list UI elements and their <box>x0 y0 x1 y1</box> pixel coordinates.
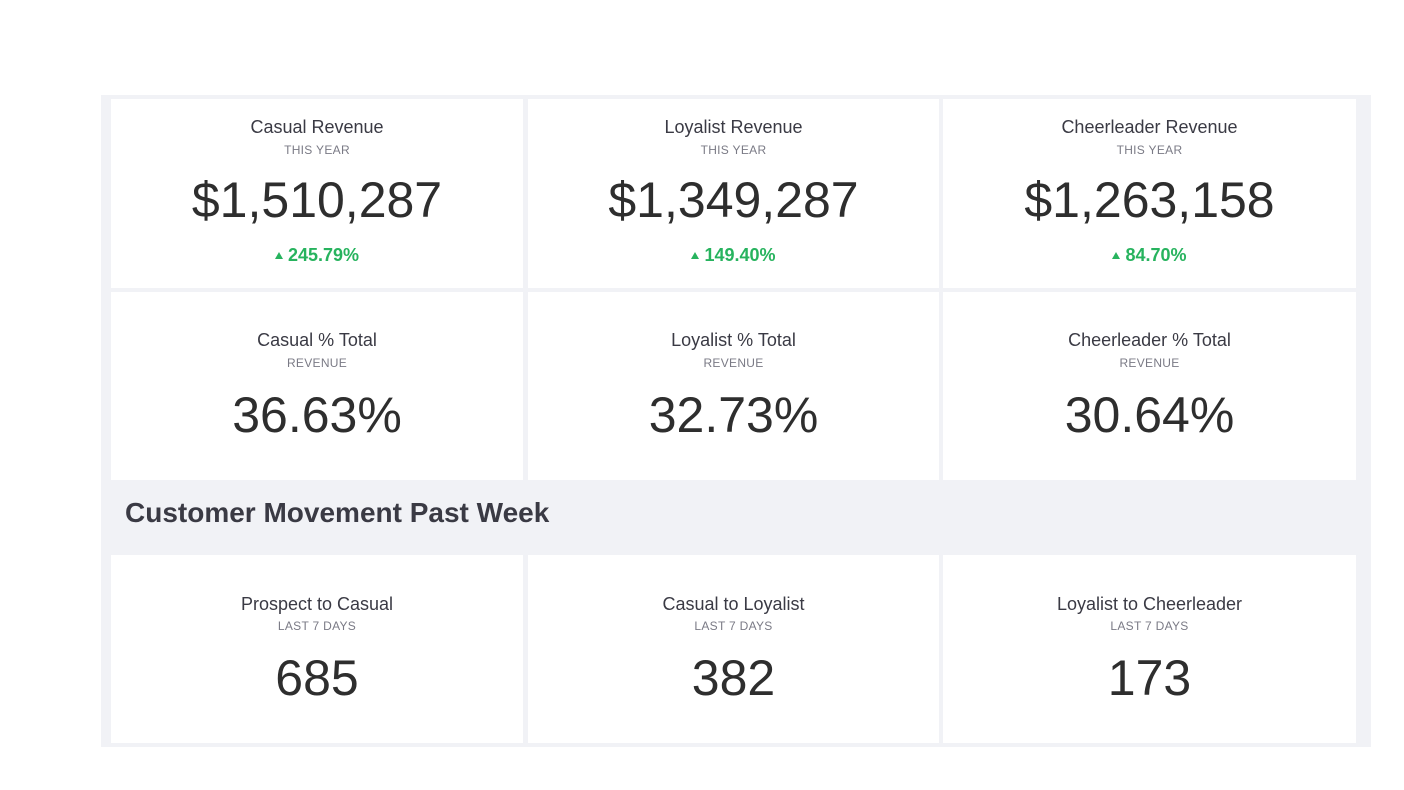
tile-title: Cheerleader % Total <box>1068 330 1231 350</box>
tile-change: 84.70% <box>943 245 1356 266</box>
tile-subtitle: THIS YEAR <box>1116 143 1183 157</box>
tile-title: Casual % Total <box>257 330 377 350</box>
change-value: 245.79% <box>287 245 360 265</box>
arrow-up-icon <box>274 252 283 259</box>
casual-share-tile[interactable]: Casual % Total REVENUE 36.63% <box>111 292 523 480</box>
tile-title: Loyalist to Cheerleader <box>1056 594 1243 614</box>
tile-value: 30.64% <box>1064 387 1235 443</box>
tile-value: $1,263,158 <box>1024 172 1275 228</box>
tile-title: Loyalist Revenue <box>664 117 803 137</box>
prospect-to-casual-tile[interactable]: Prospect to Casual LAST 7 DAYS 685 <box>111 555 523 743</box>
loyalist-share-tile[interactable]: Loyalist % Total REVENUE 32.73% <box>528 292 939 480</box>
arrow-up-icon <box>691 252 700 259</box>
tile-title: Loyalist % Total <box>671 330 796 350</box>
casual-revenue-tile[interactable]: Casual Revenue THIS YEAR $1,510,287 245.… <box>111 99 523 288</box>
section-heading: Customer Movement Past Week <box>125 497 550 528</box>
casual-to-loyalist-tile[interactable]: Casual to Loyalist LAST 7 DAYS 382 <box>528 555 939 743</box>
tile-subtitle: THIS YEAR <box>700 143 767 157</box>
tile-subtitle: REVENUE <box>286 356 348 370</box>
tile-subtitle: LAST 7 DAYS <box>277 619 357 633</box>
tile-title: Casual to Loyalist <box>662 594 805 614</box>
tile-value: $1,510,287 <box>191 172 443 228</box>
tile-subtitle: LAST 7 DAYS <box>1110 619 1189 633</box>
tile-value: 32.73% <box>648 387 819 443</box>
tile-value: $1,349,287 <box>608 172 859 228</box>
tile-title: Cheerleader Revenue <box>1061 117 1238 137</box>
tile-value: 173 <box>1107 650 1192 706</box>
tile-value: 36.63% <box>232 387 402 443</box>
change-value: 84.70% <box>1125 245 1187 265</box>
change-value: 149.40% <box>704 245 776 265</box>
tile-change: 245.79% <box>111 245 523 266</box>
tile-subtitle: REVENUE <box>1119 356 1180 370</box>
tile-change: 149.40% <box>528 245 939 266</box>
tile-value: 685 <box>275 650 359 706</box>
arrow-up-icon <box>1112 252 1121 259</box>
tile-subtitle: THIS YEAR <box>284 143 350 157</box>
loyalist-revenue-tile[interactable]: Loyalist Revenue THIS YEAR $1,349,287 14… <box>528 99 939 288</box>
loyalist-to-cheerleader-tile[interactable]: Loyalist to Cheerleader LAST 7 DAYS 173 <box>943 555 1356 743</box>
tile-title: Prospect to Casual <box>240 594 394 614</box>
tile-subtitle: LAST 7 DAYS <box>694 619 773 633</box>
cheerleader-revenue-tile[interactable]: Cheerleader Revenue THIS YEAR $1,263,158… <box>943 99 1356 288</box>
tile-subtitle: REVENUE <box>703 356 764 370</box>
tile-value: 382 <box>691 650 776 706</box>
tile-title: Casual Revenue <box>250 117 384 137</box>
cheerleader-share-tile[interactable]: Cheerleader % Total REVENUE 30.64% <box>943 292 1356 480</box>
